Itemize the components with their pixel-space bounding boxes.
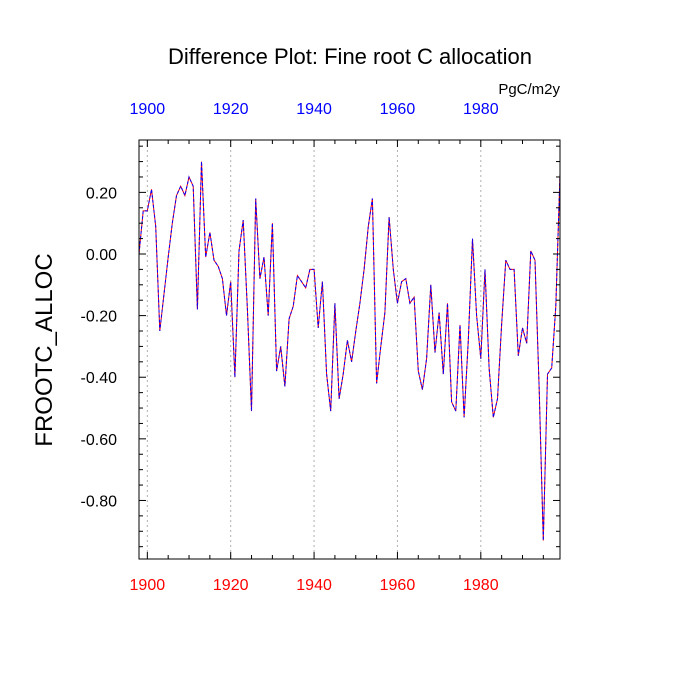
x-tick-label-top: 1960 (380, 101, 416, 118)
units-label: PgC/m2y (498, 81, 560, 98)
y-tick-label: -0.40 (81, 370, 118, 387)
x-tick-label-top: 1920 (213, 101, 249, 118)
x-tick-label-top: 1900 (130, 101, 166, 118)
series-line-blue (138, 161, 561, 541)
chart-title: Difference Plot: Fine root C allocation (168, 44, 532, 69)
x-tick-label-top: 1940 (296, 101, 332, 118)
series-lines (138, 161, 561, 541)
x-tick-label-bottom: 1980 (463, 577, 499, 594)
y-tick-label: -0.20 (81, 309, 118, 326)
y-tick-label: 0.00 (86, 247, 117, 264)
grid-lines (146, 140, 482, 559)
x-tick-label-bottom: 1960 (380, 577, 416, 594)
y-tick-label: -0.60 (81, 432, 118, 449)
axes: 1900 1900 1920 1920 1940 1940 1960 1960 1980 1980… (81, 101, 560, 594)
x-tick-label-bottom: 1900 (130, 577, 166, 594)
x-tick-label-top: 1980 (463, 101, 499, 118)
y-tick-label: 0.20 (86, 185, 117, 202)
plot-frame (138, 139, 561, 560)
y-axis-label: FROOTC_ALLOC (31, 253, 58, 446)
x-tick-label-bottom: 1920 (213, 577, 249, 594)
x-tick-label-bottom: 1940 (296, 577, 332, 594)
y-tick-label: -0.80 (81, 493, 118, 510)
